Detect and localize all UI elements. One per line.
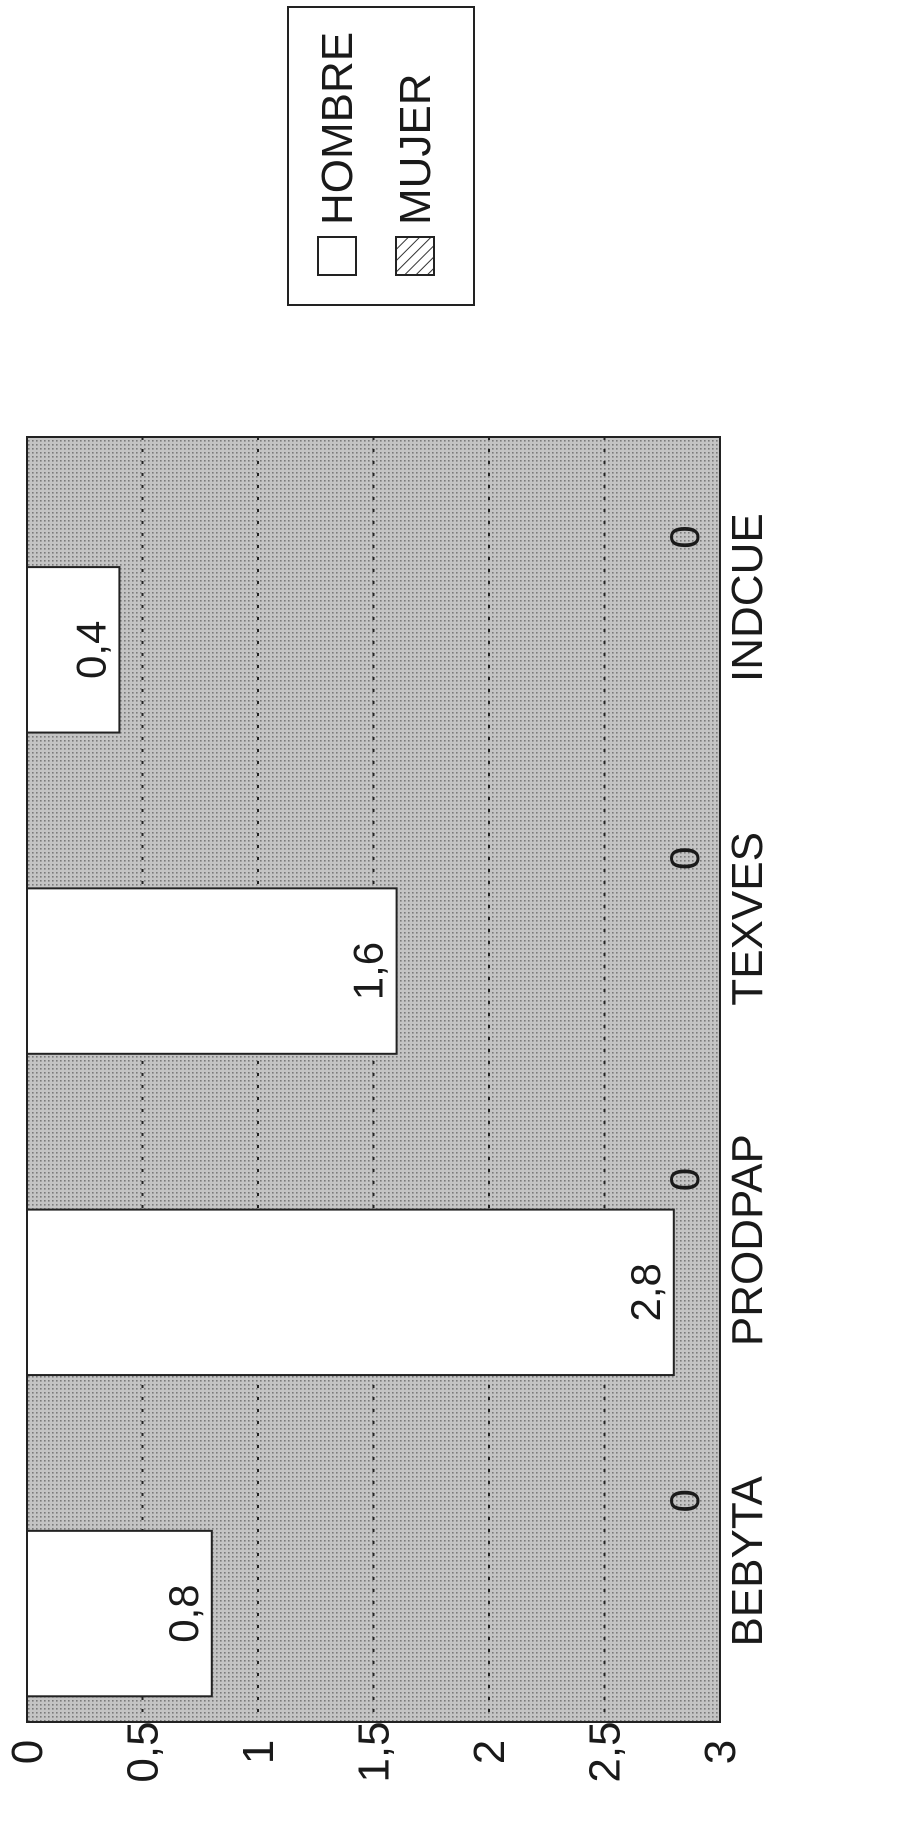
category-label: BEBYTA — [723, 1476, 772, 1647]
data-label-hombre: 0,4 — [67, 621, 114, 679]
bar-hombre — [26, 887, 398, 1055]
data-label-hombre: 0,8 — [160, 1584, 207, 1642]
axis-tick-label: 3 — [696, 1740, 745, 1764]
data-label-mujer: 0 — [661, 525, 708, 548]
axis-tick-label: 1,5 — [350, 1721, 399, 1782]
category-label: PRODPAP — [723, 1134, 772, 1346]
data-label-mujer: 0 — [661, 1168, 708, 1191]
axis-tick-label: 1 — [234, 1740, 283, 1764]
bar-hombre — [26, 566, 121, 734]
data-label-hombre: 2,8 — [622, 1263, 669, 1321]
legend-label: MUJER — [391, 73, 440, 225]
legend-swatch — [317, 236, 357, 276]
category-label: TEXVES — [723, 832, 772, 1006]
axis-tick-label: 2 — [465, 1740, 514, 1764]
category-label: INDCUE — [723, 513, 772, 682]
bar-hombre — [26, 1208, 675, 1377]
axis-tick-label: 2,5 — [581, 1721, 630, 1782]
axis-tick-label: 0 — [3, 1740, 52, 1764]
data-label-hombre: 1,6 — [345, 942, 392, 1000]
legend-swatch — [395, 236, 435, 276]
axis-tick-label: 0,5 — [119, 1721, 168, 1782]
data-label-mujer: 0 — [661, 1489, 708, 1512]
legend-label: HOMBRE — [313, 32, 362, 225]
data-label-mujer: 0 — [661, 847, 708, 870]
bar-hombre — [26, 1529, 213, 1698]
